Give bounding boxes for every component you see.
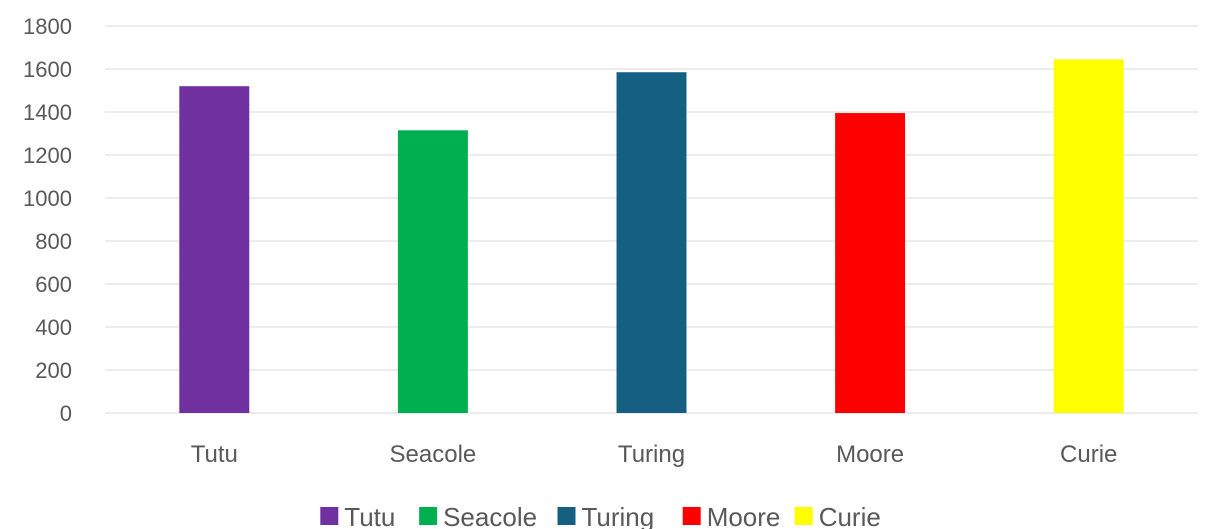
y-tick-label-0: 0 — [60, 401, 72, 426]
y-tick-label-1200: 1200 — [23, 143, 72, 168]
y-tick-label-1000: 1000 — [23, 186, 72, 211]
legend-label-moore: Moore — [707, 502, 781, 529]
x-category-label-curie: Curie — [1060, 441, 1117, 468]
bar-moore — [835, 113, 906, 413]
x-category-label-seacole: Seacole — [390, 441, 477, 468]
legend-label-turing: Turing — [582, 502, 655, 529]
bars — [179, 59, 1124, 413]
y-tick-label-1600: 1600 — [23, 57, 72, 82]
legend-swatch-moore — [682, 507, 701, 525]
y-tick-label-1400: 1400 — [23, 100, 72, 125]
legend-swatch-tutu — [320, 507, 339, 525]
y-axis-tick-labels: 0 200 400 600 800 1000 1200 1400 1600 1800 — [23, 14, 72, 426]
x-category-label-tutu: Tutu — [191, 441, 238, 468]
y-tick-label-800: 800 — [35, 229, 72, 254]
y-tick-label-1800: 1800 — [23, 14, 72, 39]
legend-label-tutu: Tutu — [344, 502, 395, 529]
x-category-label-moore: Moore — [836, 441, 904, 468]
legend-swatch-seacole — [419, 507, 438, 525]
bar-seacole — [397, 130, 468, 413]
y-tick-label-600: 600 — [35, 272, 72, 297]
y-tick-label-200: 200 — [35, 358, 72, 383]
legend-swatch-curie — [794, 507, 813, 525]
bar-tutu — [179, 86, 250, 413]
bar-curie — [1053, 59, 1124, 413]
x-category-label-turing: Turing — [618, 441, 685, 468]
legend-label-seacole: Seacole — [443, 502, 537, 529]
legend: Tutu Seacole Turing Moore Curie — [320, 502, 881, 529]
bar-turing — [616, 72, 687, 413]
y-tick-label-400: 400 — [35, 315, 72, 340]
x-axis-category-labels: Tutu Seacole Turing Moore Curie — [191, 441, 1118, 468]
legend-swatch-turing — [557, 507, 576, 525]
legend-label-curie: Curie — [819, 502, 881, 529]
